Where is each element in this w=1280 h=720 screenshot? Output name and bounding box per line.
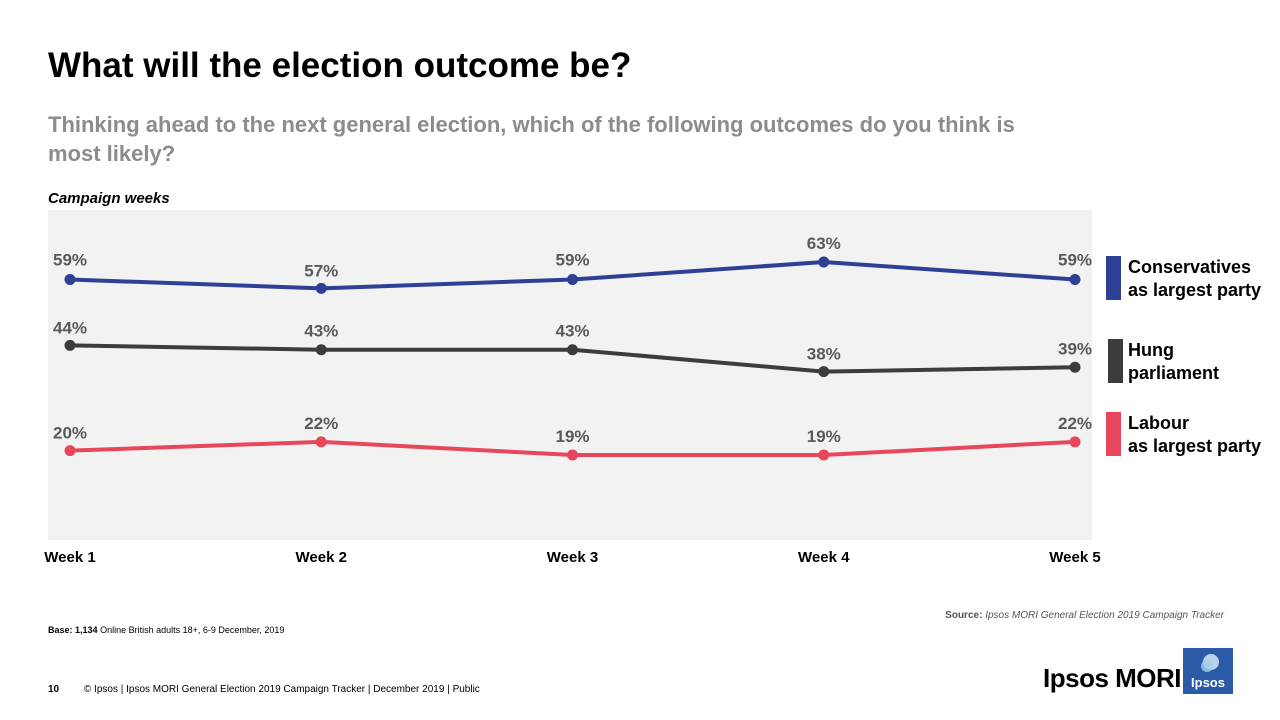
data-point bbox=[315, 344, 327, 356]
data-point bbox=[1069, 436, 1081, 448]
data-label: 57% bbox=[304, 261, 338, 280]
data-label: 43% bbox=[555, 322, 589, 341]
plot-area bbox=[48, 210, 1092, 540]
legend-swatch-hung bbox=[1108, 339, 1123, 383]
legend-swatch-labour bbox=[1106, 412, 1121, 456]
x-tick-label: Week 5 bbox=[1049, 549, 1100, 566]
data-point bbox=[567, 274, 578, 286]
data-point bbox=[64, 339, 76, 351]
x-tick-label: Week 4 bbox=[798, 549, 850, 566]
ipsos-logo-icon: Ipsos bbox=[1183, 648, 1233, 694]
footer: 10 © Ipsos | Ipsos MORI General Election… bbox=[48, 684, 480, 695]
data-point bbox=[315, 282, 327, 294]
data-label: 19% bbox=[807, 427, 841, 446]
campaign-weeks-label: Campaign weeks bbox=[48, 190, 170, 207]
x-tick-label: Week 1 bbox=[44, 549, 95, 566]
data-point bbox=[818, 449, 830, 461]
data-label: 63% bbox=[807, 234, 841, 253]
page-title: What will the election outcome be? bbox=[48, 46, 632, 85]
data-point bbox=[315, 436, 327, 448]
data-label: 22% bbox=[1058, 414, 1092, 433]
data-point bbox=[1069, 274, 1081, 286]
data-label: 20% bbox=[53, 424, 87, 443]
data-label: 39% bbox=[1058, 339, 1092, 358]
page-subtitle: Thinking ahead to the next general elect… bbox=[48, 112, 1015, 166]
data-label: 59% bbox=[555, 251, 589, 270]
data-point bbox=[64, 274, 76, 286]
data-point bbox=[818, 256, 830, 268]
data-label: 59% bbox=[53, 251, 87, 270]
data-point bbox=[567, 344, 578, 356]
legend-label-hung: Hung parliament bbox=[1128, 340, 1220, 383]
source-note: Source: Ipsos MORI General Election 2019… bbox=[945, 610, 1224, 621]
base-note: Base: 1,134 Online British adults 18+, 6… bbox=[48, 625, 285, 635]
x-tick-label: Week 2 bbox=[296, 549, 347, 566]
legend-label-labour: Labour as largest party bbox=[1128, 413, 1262, 456]
legend-label-conservatives: Conservatives as largest party bbox=[1128, 257, 1262, 300]
brand-wordmark: Ipsos MORI bbox=[1043, 663, 1182, 693]
page-number: 10 bbox=[48, 684, 60, 695]
data-point bbox=[64, 445, 76, 457]
x-tick-label: Week 3 bbox=[547, 549, 598, 566]
data-label: 43% bbox=[304, 322, 338, 341]
data-point bbox=[1069, 361, 1081, 373]
data-label: 19% bbox=[555, 427, 589, 446]
data-label: 38% bbox=[807, 345, 841, 364]
copyright-text: © Ipsos | Ipsos MORI General Election 20… bbox=[83, 684, 480, 695]
data-point bbox=[567, 449, 578, 461]
data-point bbox=[818, 366, 830, 378]
data-label: 44% bbox=[53, 318, 87, 337]
legend-swatch-conservatives bbox=[1106, 256, 1121, 300]
data-label: 22% bbox=[304, 414, 338, 433]
data-label: 59% bbox=[1058, 251, 1092, 270]
